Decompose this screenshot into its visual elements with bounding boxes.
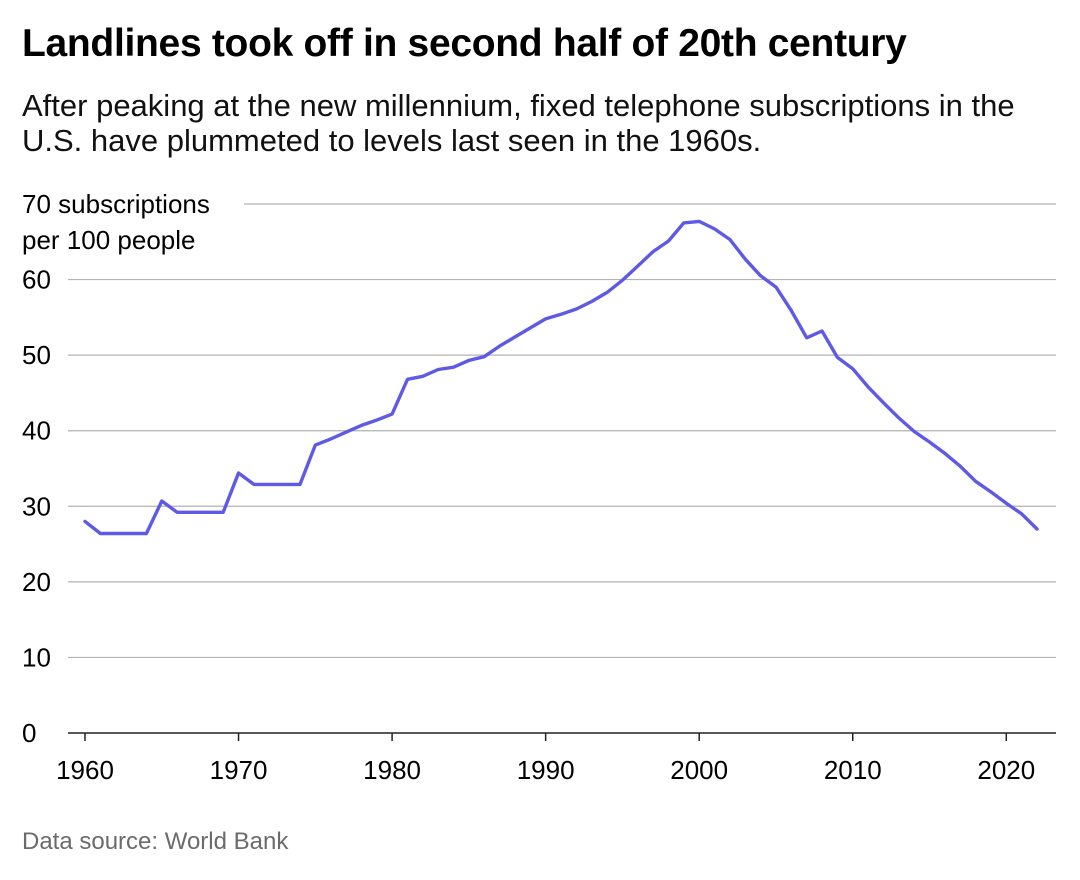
data-point <box>329 437 333 441</box>
data-point <box>114 532 118 536</box>
data-source: Data source: World Bank <box>22 828 289 855</box>
data-point <box>928 440 932 444</box>
chart-title: Landlines took off in second half of 20t… <box>22 22 907 65</box>
data-point <box>467 358 471 362</box>
data-point <box>129 532 133 536</box>
data-point <box>298 482 302 486</box>
data-point <box>789 309 793 313</box>
data-point <box>989 490 993 494</box>
x-tick-label: 1990 <box>517 755 575 785</box>
data-point <box>851 367 855 371</box>
data-point <box>590 300 594 304</box>
data-point <box>206 510 210 514</box>
x-tick-label: 1970 <box>210 755 268 785</box>
data-point <box>820 329 824 333</box>
data-point <box>406 377 410 381</box>
data-point <box>958 464 962 468</box>
data-point <box>421 374 425 378</box>
data-point <box>759 274 763 278</box>
data-point <box>713 227 717 231</box>
data-point <box>912 430 916 434</box>
x-tick-label: 2020 <box>977 755 1035 785</box>
x-tick-label: 1960 <box>56 755 114 785</box>
data-point <box>498 344 502 348</box>
data-point <box>267 482 271 486</box>
data-point <box>728 238 732 242</box>
data-point <box>943 451 947 455</box>
data-point <box>528 326 532 330</box>
y-tick-label: 20 <box>22 567 51 597</box>
data-point <box>544 317 548 321</box>
x-axis <box>68 732 1056 741</box>
data-point <box>191 510 195 514</box>
data-point <box>882 401 886 405</box>
data-point <box>344 430 348 434</box>
gridlines <box>68 203 1056 659</box>
x-tick-label: 2000 <box>670 755 728 785</box>
data-point <box>1020 512 1024 516</box>
y-axis-unit-label: per 100 people <box>22 225 195 255</box>
data-point <box>574 307 578 311</box>
data-point <box>375 418 379 422</box>
data-point <box>974 479 978 483</box>
data-point <box>897 416 901 420</box>
data-point <box>605 290 609 294</box>
data-point <box>283 482 287 486</box>
y-tick-label: 30 <box>22 491 51 521</box>
series-layer <box>83 219 1039 536</box>
data-point <box>237 471 241 475</box>
data-point <box>390 412 394 416</box>
data-point <box>1035 527 1039 531</box>
data-point <box>252 482 256 486</box>
chart-subtitle: After peaking at the new millennium, fix… <box>22 88 1015 158</box>
data-point <box>805 336 809 340</box>
data-point <box>452 365 456 369</box>
data-point <box>359 423 363 427</box>
series-line <box>83 219 1039 536</box>
data-point <box>221 510 225 514</box>
data-point <box>313 443 317 447</box>
data-point <box>175 510 179 514</box>
data-point <box>697 219 701 223</box>
data-point <box>682 221 686 225</box>
data-point <box>160 499 164 503</box>
y-tick-label: 50 <box>22 340 51 370</box>
tick-labels: 0 10 20 30 40 50 60 70 subscriptions per 100 peo… <box>22 189 1035 785</box>
data-point <box>482 355 486 359</box>
data-point <box>636 264 640 268</box>
data-point <box>667 239 671 243</box>
x-tick-label: 2010 <box>824 755 882 785</box>
y-tick-label: 10 <box>22 642 51 672</box>
data-point <box>651 250 655 254</box>
data-point <box>743 257 747 261</box>
data-point <box>1004 501 1008 505</box>
x-tick-label: 1980 <box>363 755 421 785</box>
data-point <box>513 335 517 339</box>
data-point <box>559 312 563 316</box>
y-tick-label: 60 <box>22 265 51 295</box>
data-point <box>98 532 102 536</box>
y-tick-label: 40 <box>22 416 51 446</box>
data-point <box>774 285 778 289</box>
y-tick-label: 0 <box>22 718 36 748</box>
data-point <box>83 519 87 523</box>
data-point <box>620 278 624 282</box>
data-point <box>436 368 440 372</box>
data-point <box>835 355 839 359</box>
data-point <box>866 385 870 389</box>
data-point <box>144 532 148 536</box>
y-tick-label: 70 subscriptions <box>22 189 210 219</box>
